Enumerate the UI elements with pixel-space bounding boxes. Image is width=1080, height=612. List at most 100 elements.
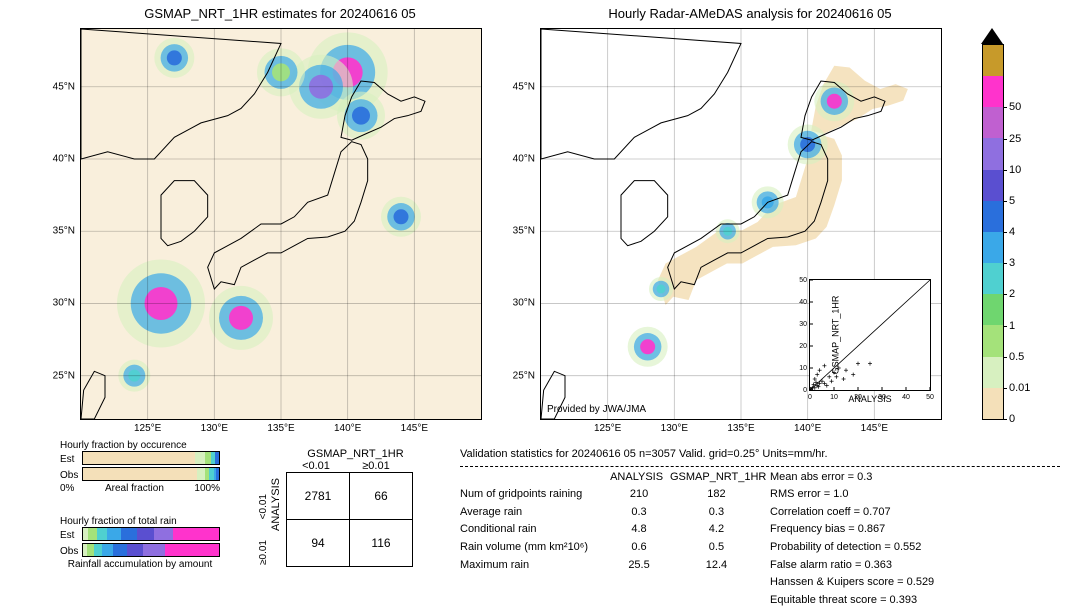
bar-segment bbox=[195, 452, 206, 464]
bar-segment bbox=[127, 544, 143, 556]
bar-segment bbox=[102, 544, 113, 556]
val-colh-1: GSMAP_NRT_1HR bbox=[670, 469, 760, 487]
bar-segment bbox=[197, 468, 205, 480]
occ-bar-est bbox=[82, 451, 220, 465]
lat-tick: 40°N bbox=[53, 154, 75, 165]
lon-tick: 130°E bbox=[661, 423, 688, 434]
colorbar-segment bbox=[983, 325, 1003, 356]
validation-stats: Validation statistics for 20240616 05 n=… bbox=[460, 446, 1060, 609]
ct-cell-11: 116 bbox=[350, 520, 413, 567]
lon-tick: 140°E bbox=[334, 423, 361, 434]
bar-segment bbox=[154, 528, 173, 540]
svg-text:50: 50 bbox=[799, 277, 807, 284]
validation-row: Average rain0.30.3 bbox=[460, 504, 760, 522]
validation-header: Validation statistics for 20240616 05 n=… bbox=[460, 446, 1060, 467]
colorbar-segment bbox=[983, 357, 1003, 388]
validation-metric: Correlation coeff = 0.707 bbox=[770, 504, 1050, 522]
occ-title: Hourly fraction by occurence bbox=[60, 440, 220, 451]
bar-segment bbox=[165, 544, 219, 556]
lat-tick: 30°N bbox=[513, 298, 535, 309]
occ-row-label-obs: Obs bbox=[60, 470, 82, 481]
hourly-fraction-occurrence: Hourly fraction by occurence Est Obs 0% … bbox=[60, 440, 220, 494]
lon-tick: 135°E bbox=[727, 423, 754, 434]
validation-metric: RMS error = 1.0 bbox=[770, 486, 1050, 504]
colorbar-segment bbox=[983, 170, 1003, 201]
bar-segment bbox=[97, 528, 108, 540]
ct-cell-10: 94 bbox=[287, 520, 350, 567]
colorbar-segment bbox=[983, 388, 1003, 419]
lat-tick: 25°N bbox=[53, 370, 75, 381]
occ-bar-obs bbox=[82, 467, 220, 481]
colorbar-tick: 2 bbox=[1009, 288, 1015, 300]
lat-tick: 45°N bbox=[53, 81, 75, 92]
left-map-title: GSMAP_NRT_1HR estimates for 20240616 05 bbox=[80, 6, 480, 21]
bar-segment bbox=[143, 544, 165, 556]
occ-row-label-est: Est bbox=[60, 454, 82, 465]
bar-segment bbox=[94, 544, 102, 556]
lat-tick: 40°N bbox=[513, 154, 535, 165]
rain-row-label-est: Est bbox=[60, 530, 82, 541]
right-map-title: Hourly Radar-AMeDAS analysis for 2024061… bbox=[540, 6, 960, 21]
colorbar-tick: 1 bbox=[1009, 320, 1015, 332]
svg-text:0: 0 bbox=[803, 387, 807, 394]
lat-tick: 25°N bbox=[513, 370, 535, 381]
lat-tick: 30°N bbox=[53, 298, 75, 309]
occ-x-left: 0% bbox=[60, 483, 74, 494]
lat-tick: 35°N bbox=[513, 226, 535, 237]
bar-segment bbox=[137, 528, 153, 540]
colorbar-segment bbox=[983, 263, 1003, 294]
colorbar-tick: 0.01 bbox=[1009, 382, 1030, 394]
validation-metric: Probability of detection = 0.552 bbox=[770, 539, 1050, 557]
lon-tick: 145°E bbox=[861, 423, 888, 434]
colorbar-tick: 5 bbox=[1009, 195, 1015, 207]
colorbar-segment bbox=[983, 138, 1003, 169]
rain-footer: Rainfall accumulation by amount bbox=[60, 559, 220, 570]
colorbar-segment bbox=[983, 45, 1003, 76]
colorbar-segment bbox=[983, 201, 1003, 232]
lon-tick: 130°E bbox=[201, 423, 228, 434]
contingency-table: 2781 66 94 116 bbox=[286, 472, 413, 567]
colorbar-over-triangle bbox=[981, 28, 1003, 44]
colorbar-tick: 3 bbox=[1009, 257, 1015, 269]
bar-segment bbox=[215, 452, 219, 464]
ct-cell-01: 66 bbox=[350, 473, 413, 520]
validation-metric: Equitable threat score = 0.393 bbox=[770, 592, 1050, 610]
bar-segment bbox=[88, 528, 96, 540]
ct-cell-00: 2781 bbox=[287, 473, 350, 520]
svg-text:10: 10 bbox=[799, 365, 807, 372]
svg-text:30: 30 bbox=[799, 321, 807, 328]
inset-ylabel: GSMAP_NRT_1HR bbox=[830, 296, 840, 375]
colorbar-tick: 4 bbox=[1009, 226, 1015, 238]
bar-segment bbox=[113, 544, 127, 556]
svg-text:0: 0 bbox=[808, 394, 812, 401]
svg-text:50: 50 bbox=[926, 394, 934, 401]
val-colh-0: ANALYSIS bbox=[603, 469, 670, 487]
validation-row: Conditional rain4.84.2 bbox=[460, 521, 760, 539]
colorbar-segment bbox=[983, 107, 1003, 138]
right-map-panel: 0010102020303040405050 ANALYSIS GSMAP_NR… bbox=[540, 28, 942, 420]
colorbar-segment bbox=[983, 76, 1003, 107]
lon-tick: 125°E bbox=[594, 423, 621, 434]
bar-segment bbox=[83, 468, 197, 480]
contingency-block: GSMAP_NRT_1HR ANALYSIS <0.01 ≥0.01 2781 … bbox=[270, 448, 413, 567]
inset-xlabel: ANALYSIS bbox=[848, 394, 891, 404]
validation-row: Num of gridpoints raining210182 bbox=[460, 486, 760, 504]
validation-metric: Hanssen & Kuipers score = 0.529 bbox=[770, 574, 1050, 592]
contingency-col-title: GSMAP_NRT_1HR bbox=[298, 448, 413, 460]
bar-segment bbox=[173, 528, 219, 540]
svg-text:40: 40 bbox=[902, 394, 910, 401]
bar-segment bbox=[216, 468, 219, 480]
bar-segment bbox=[107, 528, 121, 540]
lon-tick: 145°E bbox=[401, 423, 428, 434]
validation-row: Rain volume (mm km²10⁶)0.60.5 bbox=[460, 539, 760, 557]
bar-segment bbox=[87, 544, 94, 556]
validation-metric: False alarm ratio = 0.363 bbox=[770, 557, 1050, 575]
validation-metric: Frequency bias = 0.867 bbox=[770, 521, 1050, 539]
contingency-row-h0: <0.01 bbox=[258, 494, 269, 519]
colorbar-segment bbox=[983, 232, 1003, 263]
svg-text:10: 10 bbox=[830, 394, 838, 401]
bar-segment bbox=[121, 528, 137, 540]
scatter-inset: 0010102020303040405050 ANALYSIS GSMAP_NR… bbox=[809, 279, 931, 391]
left-coastline bbox=[81, 29, 481, 419]
colorbar-tick: 10 bbox=[1009, 164, 1021, 176]
